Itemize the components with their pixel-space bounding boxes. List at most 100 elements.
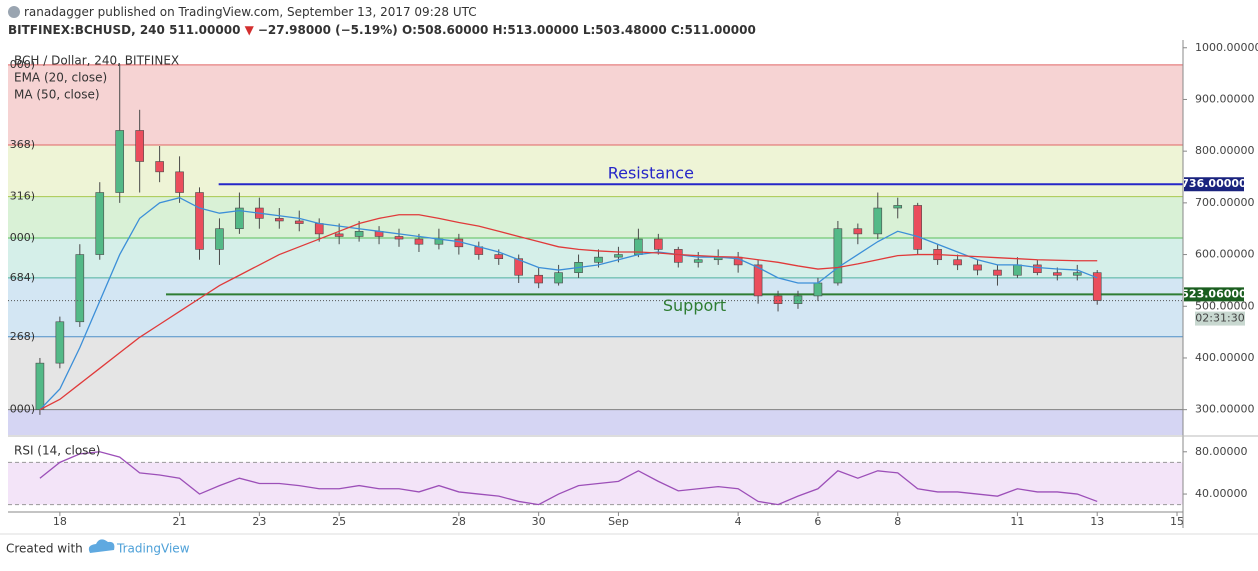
candle-body <box>95 192 105 255</box>
candle-body <box>1053 272 1062 276</box>
candle-body <box>654 238 663 250</box>
candle-body <box>294 220 304 224</box>
price-tag-label: 736.00000 <box>1181 177 1247 190</box>
candle-body <box>334 233 344 237</box>
logo <box>88 539 115 553</box>
x-tick-label: 23 <box>252 515 266 528</box>
level-label: Support <box>663 296 726 315</box>
candle-body <box>155 161 164 173</box>
candle-body <box>893 205 903 209</box>
fib-band <box>8 196 1183 239</box>
candle-body <box>494 254 504 259</box>
countdown-box <box>1195 311 1245 326</box>
candle-body <box>554 272 563 284</box>
y-tick-label: 500.00000 <box>1195 299 1255 312</box>
candle-body <box>853 228 863 235</box>
x-tick-label: 18 <box>53 515 67 528</box>
fib-band <box>8 277 1183 337</box>
fib-label: 000) <box>10 403 35 416</box>
fib-band <box>8 64 1183 145</box>
fib-label: 368) <box>10 138 35 151</box>
y-tick-label: 600.00000 <box>1195 248 1255 261</box>
candle-body <box>55 321 65 364</box>
candle-body <box>195 192 204 250</box>
x-tick-label: 21 <box>173 515 187 528</box>
created-with: Created with <box>6 542 83 556</box>
legend-entry: EMA (20, close) <box>14 71 107 85</box>
arrow: ▼ <box>245 23 255 37</box>
candle-body <box>953 259 962 266</box>
fib-label: 000) <box>10 231 35 244</box>
y-tick-label: 900.00000 <box>1195 92 1255 105</box>
candle-body <box>75 254 85 323</box>
fib-label: 268) <box>10 330 35 343</box>
candle-body <box>993 269 1002 276</box>
fib-band <box>8 409 1183 435</box>
rsi-panel: 80.00000 40.00000 RSI (14, close) <box>8 444 1248 506</box>
series-line <box>39 214 1098 411</box>
y-tick-label: 400.00000 <box>1195 351 1255 364</box>
change: −27.98000 (−5.19%) <box>258 23 398 37</box>
published: published on TradingView.com, September … <box>98 5 477 19</box>
y-tick-label: 700.00000 <box>1195 196 1255 209</box>
candle-body <box>1013 264 1022 276</box>
candle-body <box>813 282 823 297</box>
y-tick-label: 300.00000 <box>1195 403 1255 416</box>
candle-body <box>833 228 843 284</box>
fib-band <box>8 336 1183 410</box>
chart-title: BCH / Dollar, 240, BITFINEX <box>14 54 179 68</box>
level-label: Resistance <box>608 164 694 183</box>
author[interactable]: ranadagger <box>24 5 94 19</box>
y-tick-label: 800.00000 <box>1195 144 1255 157</box>
x-tick-label: 25 <box>332 515 346 528</box>
y-tick-label: 40.00000 <box>1195 487 1248 500</box>
symbol: BITFINEX:BCHUSD, 240 <box>8 23 165 37</box>
candle-body <box>594 256 603 263</box>
brand[interactable]: TradingView <box>116 542 190 556</box>
x-tick-label: 8 <box>894 515 901 528</box>
rsi-title: RSI (14, close) <box>14 444 100 458</box>
candle-body <box>235 207 244 230</box>
candle-body <box>753 264 763 297</box>
candle-body <box>773 295 783 304</box>
x-tick-label: Sep <box>608 515 629 528</box>
candle-body <box>973 264 982 271</box>
candle-body <box>1033 264 1042 273</box>
price-tag <box>1184 177 1244 192</box>
countdown: 02:31:30 <box>1195 312 1244 325</box>
candle-body <box>514 258 523 276</box>
candle-body <box>175 171 184 193</box>
candle-body <box>35 362 45 410</box>
symbol-line: BITFINEX:BCHUSD, 240 511.00000 ▼ −27.9800… <box>8 23 756 37</box>
candle-body <box>314 223 324 235</box>
series-line <box>39 451 1098 506</box>
candle-body <box>414 238 424 245</box>
x-tick-label: 30 <box>532 515 546 528</box>
price-tag <box>1184 287 1244 302</box>
x-tick-label: 28 <box>452 515 466 528</box>
legend-entry: MA (50, close) <box>14 88 100 102</box>
x-tick-label: 13 <box>1090 515 1104 528</box>
fib-band <box>8 144 1183 197</box>
x-tick-label: 15 <box>1170 515 1184 528</box>
y-tick-label: 1000.00000 <box>1195 41 1258 54</box>
x-tick-label: 6 <box>814 515 821 528</box>
candle-body <box>115 130 125 193</box>
header-line: ranadagger published on TradingView.com,… <box>24 5 477 19</box>
ohlc: O:508.60000 H:513.00000 L:503.48000 C:51… <box>402 23 756 37</box>
last: 511.00000 <box>169 23 240 37</box>
avatar <box>8 6 20 18</box>
x-tick-label: 11 <box>1010 515 1024 528</box>
candle-body <box>215 228 224 250</box>
candle-body <box>534 274 543 284</box>
price-panel: 000) 368) 316) 000) 684) 268) 000) 1000.00000 90… <box>8 41 1258 528</box>
candle-body <box>873 207 883 235</box>
candle-body <box>275 218 284 222</box>
candle-body <box>394 236 404 240</box>
candle-body <box>135 130 144 162</box>
fib-label: 316) <box>10 190 35 203</box>
candle-body <box>793 295 803 304</box>
candle-body <box>673 249 683 263</box>
candle-body <box>614 254 623 258</box>
